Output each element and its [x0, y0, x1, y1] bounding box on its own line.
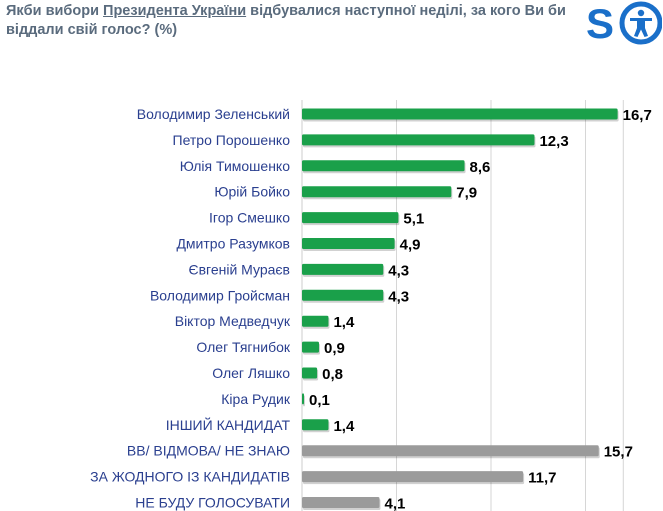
value-label: 12,3 — [539, 133, 568, 150]
sociology-logo: S — [586, 0, 662, 46]
value-label: 8,6 — [470, 159, 491, 176]
category-label: Ігор Смешко — [209, 210, 290, 226]
category-label: Володимир Гройсман — [150, 287, 290, 303]
bar — [302, 238, 395, 249]
bar — [302, 134, 535, 146]
category-label: ВВ/ ВІДМОВА/ НЕ ЗНАЮ — [127, 443, 290, 459]
bar — [302, 289, 384, 301]
value-label: 1,4 — [333, 418, 355, 435]
title-prefix: Якби вибори — [6, 3, 104, 19]
category-label: Дмитро Разумков — [176, 236, 290, 252]
category-label: Петро Порошенко — [173, 132, 291, 148]
category-label: Віктор Медведчук — [175, 313, 291, 329]
bar — [302, 419, 329, 431]
value-label: 4,1 — [384, 496, 405, 511]
value-label: 7,9 — [456, 185, 477, 202]
title-highlight: Президента України — [103, 3, 247, 19]
bar — [302, 108, 618, 120]
value-label: 4,9 — [400, 237, 421, 254]
person-in-circle-icon — [619, 1, 662, 45]
value-label: 0,9 — [324, 340, 345, 357]
category-label: НЕ БУДУ ГОЛОСУВАТИ — [135, 495, 290, 511]
category-label: ІНШИЙ КАНДИДАТ — [166, 416, 291, 433]
category-label: Олег Ляшко — [212, 365, 290, 381]
category-label: Кіра Рудик — [221, 391, 291, 407]
title-suffix: відбувалися наступної неділі, за кого Ви… — [6, 3, 566, 38]
category-label: Юлія Тимошенко — [180, 158, 290, 174]
value-label: 15,7 — [604, 444, 633, 461]
bar — [302, 471, 524, 483]
value-label: 4,3 — [388, 288, 409, 305]
bar — [302, 212, 399, 224]
bar — [302, 186, 452, 198]
bar — [302, 341, 320, 353]
bar — [302, 160, 465, 172]
value-label: 1,4 — [333, 314, 355, 331]
value-label: 11,7 — [528, 470, 556, 487]
bar — [302, 497, 380, 508]
logo-letter: S — [586, 0, 614, 46]
value-label: 5,1 — [403, 211, 424, 228]
category-label: ЗА ЖОДНОГО ІЗ КАНДИДАТІВ — [90, 469, 290, 485]
bar — [302, 367, 318, 379]
bar — [302, 315, 329, 327]
category-label: Євгеній Мураєв — [189, 261, 290, 277]
bar — [302, 393, 304, 405]
category-label: Володимир Зеленський — [137, 106, 290, 122]
category-label: Юрій Бойко — [214, 184, 290, 200]
category-label: Олег Тягнибок — [196, 339, 290, 355]
bar — [302, 263, 384, 275]
value-label: 4,3 — [388, 262, 409, 279]
value-label: 0,8 — [322, 366, 343, 383]
chart-title: Якби вибори Президента України відбували… — [6, 2, 566, 40]
value-label: 0,1 — [309, 392, 330, 409]
bar — [302, 445, 599, 457]
value-label: 16,7 — [623, 107, 652, 124]
